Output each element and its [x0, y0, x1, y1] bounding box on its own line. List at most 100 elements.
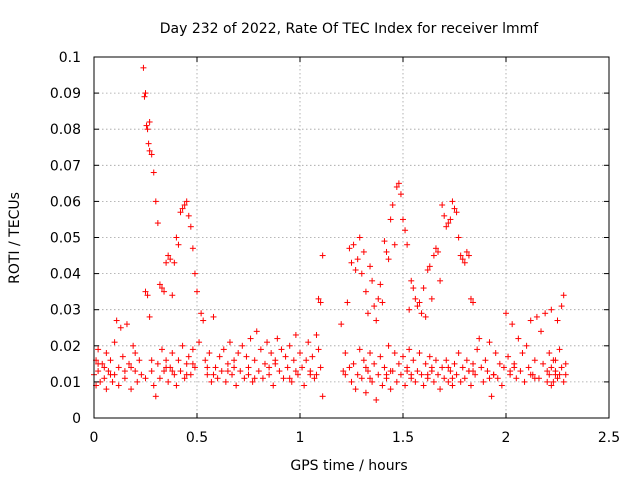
data-point: [558, 303, 565, 310]
data-point: [393, 378, 400, 385]
data-point: [107, 357, 114, 364]
data-point: [509, 321, 516, 328]
data-point: [286, 342, 293, 349]
data-point: [231, 364, 238, 371]
data-point: [503, 310, 509, 317]
data-point: [531, 375, 538, 382]
data-point: [476, 335, 483, 342]
data-point: [420, 382, 427, 389]
data-point: [408, 371, 415, 378]
data-point: [130, 342, 137, 349]
data-point: [525, 364, 532, 371]
x-axis-ticks: 0 0.5 1 1.5 2 2.5: [90, 57, 620, 446]
data-point: [101, 375, 108, 382]
x-tick-label: 1.5: [392, 430, 414, 446]
data-point: [550, 378, 557, 385]
data-point: [362, 389, 369, 396]
data-point: [270, 382, 277, 389]
data-point: [430, 252, 437, 259]
data-point: [173, 234, 180, 241]
data-point: [156, 375, 163, 382]
y-axis-label: ROTI / TECUs: [7, 192, 23, 284]
data-point: [445, 378, 452, 385]
data-point: [290, 357, 297, 364]
data-point: [156, 281, 163, 288]
data-point: [179, 342, 186, 349]
data-point: [449, 198, 456, 205]
data-point: [445, 364, 452, 371]
data-point: [152, 393, 159, 400]
data-point: [210, 371, 217, 378]
data-point: [126, 360, 133, 367]
data-point: [507, 368, 514, 375]
data-point: [134, 378, 141, 385]
data-point: [435, 371, 442, 378]
data-point: [340, 368, 347, 375]
data-point: [317, 299, 324, 306]
data-point: [107, 371, 114, 378]
data-point: [243, 353, 250, 360]
data-point: [447, 368, 454, 375]
data-point: [210, 313, 217, 320]
data-point: [317, 364, 324, 371]
data-point: [494, 375, 501, 382]
data-point: [146, 313, 153, 320]
data-point: [430, 378, 437, 385]
data-point: [274, 335, 281, 342]
data-point: [319, 393, 326, 400]
data-point: [257, 346, 264, 353]
data-point: [249, 378, 256, 385]
chart-title: Day 232 of 2022, Rate Of TEC Index for r…: [160, 21, 540, 37]
data-point: [463, 357, 470, 364]
data-point: [513, 375, 520, 382]
data-point: [459, 256, 466, 263]
data-point: [231, 357, 238, 364]
data-point: [305, 339, 312, 346]
data-point: [364, 368, 371, 375]
data-point: [301, 382, 308, 389]
data-point: [309, 353, 316, 360]
data-point: [307, 368, 314, 375]
data-point: [189, 360, 196, 367]
data-point: [397, 191, 404, 198]
data-point: [169, 368, 176, 375]
data-point: [142, 288, 149, 295]
data-point: [140, 64, 147, 71]
data-point: [142, 90, 149, 97]
data-point: [519, 350, 526, 357]
data-point: [461, 259, 468, 266]
data-point: [422, 360, 429, 367]
data-point: [251, 375, 258, 382]
data-point: [145, 140, 152, 147]
data-point: [544, 378, 551, 385]
data-point: [165, 378, 172, 385]
data-point: [319, 252, 326, 259]
data-point: [467, 382, 474, 389]
data-point: [391, 241, 398, 248]
data-point: [171, 259, 178, 266]
data-point: [441, 212, 448, 219]
data-point: [560, 378, 567, 385]
data-point: [183, 198, 190, 205]
data-point: [385, 256, 392, 263]
data-point: [480, 378, 487, 385]
data-point: [533, 313, 540, 320]
data-point: [165, 252, 172, 259]
data-point: [222, 378, 229, 385]
data-point: [548, 382, 555, 389]
data-point: [428, 295, 435, 302]
data-point: [505, 353, 512, 360]
data-point: [253, 328, 260, 335]
data-point: [414, 368, 421, 375]
data-point: [220, 346, 227, 353]
data-point: [470, 360, 477, 367]
data-point: [416, 299, 423, 306]
data-point: [546, 350, 553, 357]
data-point: [105, 368, 112, 375]
data-point: [404, 241, 411, 248]
data-point: [395, 360, 402, 367]
data-point: [369, 378, 376, 385]
data-point: [342, 371, 349, 378]
data-point: [212, 364, 219, 371]
